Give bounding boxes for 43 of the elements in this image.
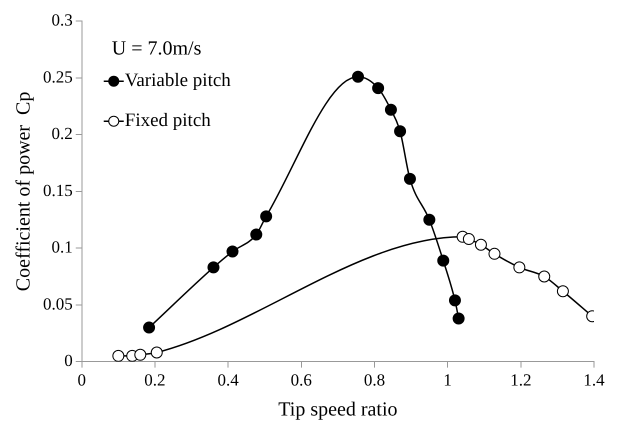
point (474, 238, 487, 251)
y-tick-label: 0.15 (43, 180, 73, 200)
point (384, 104, 397, 116)
point (250, 228, 262, 241)
y-tick-label: 0.1 (52, 238, 73, 257)
point (448, 294, 461, 306)
point (207, 261, 220, 274)
x-tick-label: 1 (443, 370, 452, 390)
point (260, 210, 272, 222)
x-tick-label: 0.4 (217, 370, 240, 390)
x-tick-label: 0.6 (290, 370, 312, 390)
annotation: U = 7.0m/s (112, 37, 202, 60)
point (513, 261, 526, 274)
point (150, 346, 163, 359)
x-tick-label: 0.8 (364, 370, 386, 390)
x-tick-label: 1.2 (510, 370, 532, 390)
point (462, 233, 475, 246)
legend-label: Variable pitch (124, 70, 232, 92)
point (394, 125, 406, 138)
x-tick-label: 0.2 (144, 370, 166, 390)
point (372, 82, 384, 94)
point (437, 254, 450, 267)
y-tick-label: 0 (64, 351, 73, 370)
point (488, 248, 500, 260)
point (352, 70, 364, 83)
y-tick-label: 0.05 (43, 294, 73, 314)
x-tick-label: 1.4 (583, 370, 606, 390)
point (112, 350, 124, 362)
point (404, 172, 416, 185)
point (226, 246, 238, 258)
point (556, 285, 569, 298)
point (538, 270, 550, 282)
x-tick-label: 0 (78, 370, 86, 390)
point (143, 322, 156, 334)
point (452, 312, 465, 324)
y-axis-title: Coefficient of power Cp (12, 92, 34, 292)
y-tick-label: 0.25 (43, 67, 73, 86)
point (423, 214, 436, 226)
y-tick-label: 0.3 (52, 10, 73, 30)
x-axis-title: Tip speed ratio (278, 398, 398, 420)
point (134, 348, 146, 361)
y-tick-label: 0.2 (52, 124, 73, 144)
legend-label: Fixed pitch (124, 110, 212, 132)
